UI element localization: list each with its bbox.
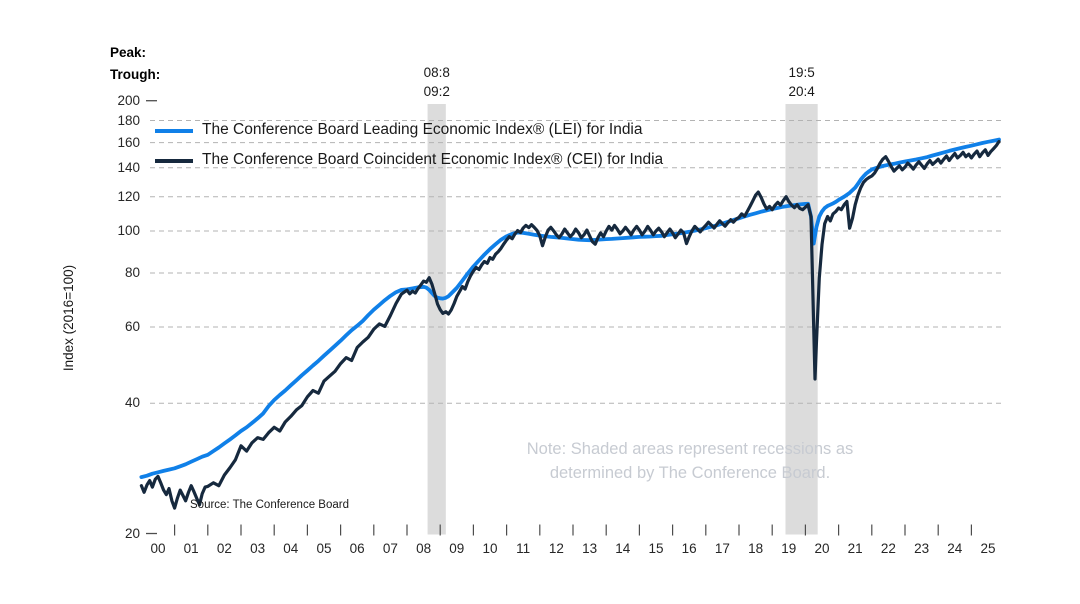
x-tick-label-12: 12 (548, 541, 564, 556)
x-tick-label-09: 09 (449, 541, 465, 556)
legend-label-lei: The Conference Board Leading Economic In… (202, 121, 643, 138)
recession-trough-date-1: 09:2 (423, 84, 450, 99)
y-tick-label-160: 160 (117, 134, 140, 150)
y-tick-label-40: 40 (124, 395, 140, 411)
cei-line-swatch-icon (155, 159, 193, 163)
x-tick-label-16: 16 (681, 541, 697, 556)
lei-line-swatch-icon (155, 129, 193, 133)
x-tick-label-05: 05 (316, 541, 332, 556)
y-tick-label-80: 80 (124, 264, 140, 280)
recession-peak-date-2: 19:5 (788, 65, 815, 80)
y-axis-title: Index (2016=100) (61, 264, 76, 372)
cei-series-line (139, 139, 1001, 510)
peak-row-label: Peak: (110, 45, 147, 60)
source-label: Source: The Conference Board (190, 499, 349, 511)
x-tick-label-21: 21 (847, 541, 863, 556)
x-tick-label-00: 00 (150, 541, 166, 556)
x-tick-label-03: 03 (250, 541, 266, 556)
recession-peak-date-1: 08:8 (423, 65, 450, 80)
x-tick-label-24: 24 (947, 541, 963, 556)
lei-series-line (139, 137, 1001, 480)
recession-band-1 (427, 104, 446, 535)
x-tick-label-04: 04 (283, 541, 299, 556)
y-tick-label-140: 140 (117, 159, 140, 175)
x-tick-label-13: 13 (582, 541, 598, 556)
x-tick-label-02: 02 (216, 541, 232, 556)
trough-row-label: Trough: (110, 67, 161, 82)
x-tick-label-11: 11 (516, 541, 531, 556)
x-tick-label-07: 07 (382, 541, 398, 556)
x-tick-label-01: 01 (183, 541, 199, 556)
y-tick-label-100: 100 (117, 223, 140, 238)
legend-label-cei: The Conference Board Coincident Economic… (202, 151, 664, 168)
x-tick-label-08: 08 (416, 541, 432, 556)
y-tick-label-60: 60 (124, 319, 140, 335)
x-tick-label-15: 15 (648, 541, 664, 556)
note-line-1: Note: Shaded areas represent recessions … (526, 440, 854, 458)
x-tick-label-20: 20 (814, 541, 830, 556)
y-tick-label-180: 180 (117, 112, 140, 128)
y-tick-label-200: 200 (117, 92, 140, 108)
recession-trough-date-2: 20:4 (788, 84, 815, 99)
x-tick-label-10: 10 (482, 541, 498, 556)
y-tick-label-120: 120 (117, 188, 140, 204)
y-tick-label-20: 20 (124, 525, 140, 541)
x-tick-label-14: 14 (615, 541, 631, 556)
x-tick-label-17: 17 (714, 541, 730, 556)
x-tick-label-06: 06 (349, 541, 365, 556)
x-tick-label-25: 25 (980, 541, 996, 556)
x-tick-label-22: 22 (880, 541, 896, 556)
recession-note: Note: Shaded areas represent recessions … (490, 437, 890, 485)
x-tick-label-18: 18 (748, 541, 764, 556)
x-tick-label-19: 19 (781, 541, 797, 556)
x-tick-label-23: 23 (914, 541, 930, 556)
note-line-2: determined by The Conference Board. (549, 464, 831, 482)
